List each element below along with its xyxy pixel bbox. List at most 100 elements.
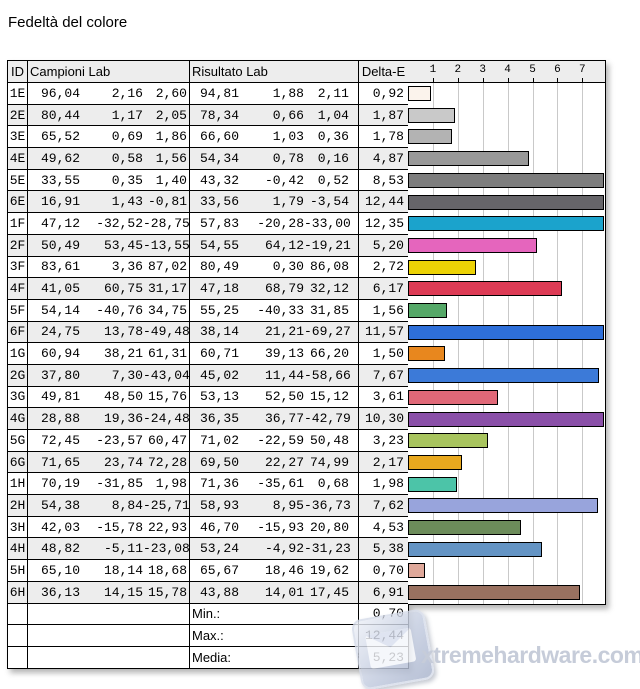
campioni-value: 24,75 [40, 324, 80, 340]
delta-e-bar [408, 563, 426, 579]
campioni-value: 83,61 [40, 259, 80, 275]
risultato-value: 53,24 [199, 541, 239, 557]
risultato-value: 1,79 [272, 194, 304, 210]
cell-risultato-lab: 57,83 -20,28 -33,00 [190, 213, 359, 235]
risultato-value: 17,45 [309, 584, 349, 600]
cell-id: 6G [8, 451, 28, 474]
cell-delta-e: 1,56 [359, 299, 409, 322]
axis-tick-label: 4 [504, 64, 511, 76]
gridline [582, 83, 584, 604]
cell-id: 6H [8, 581, 28, 604]
axis-tick-label: 7 [578, 64, 586, 76]
campioni-value: 2,60 [155, 85, 187, 101]
cell-id: 3F [8, 256, 28, 279]
cell-risultato-lab: 46,70 -15,93 20,80 [190, 516, 359, 539]
cell-delta-e: 5,38 [359, 538, 409, 561]
risultato-value: 38,14 [199, 324, 239, 340]
cell-campioni-lab: 54,14 -40,76 34,75 [28, 299, 190, 322]
cell-campioni-lab: 42,03 -15,78 22,93 [28, 516, 190, 539]
axis-tick-label: 6 [554, 64, 561, 76]
axis-tick-mark [482, 78, 484, 82]
table-row: 1G 60,94 38,21 61,31 60,71 39,13 66,20 1,50 [8, 343, 409, 365]
risultato-value: 69,50 [199, 454, 239, 470]
risultato-value: 78,34 [199, 107, 239, 123]
column-header-delta-e: Delta-E [359, 61, 409, 83]
delta-e-bar [408, 541, 542, 557]
cell-risultato-lab: 60,71 39,13 66,20 [190, 343, 359, 365]
risultato-value: 50,48 [309, 432, 349, 448]
risultato-value: 2,11 [317, 85, 349, 101]
max-label: Max.: [190, 625, 359, 647]
chart-axis-header: 1 2 3 4 5 6 7 [408, 61, 605, 83]
campioni-value: -28,75 [143, 215, 190, 231]
campioni-value: 49,81 [40, 389, 80, 405]
delta-e-bar [408, 389, 498, 405]
delta-e-bar [408, 129, 453, 145]
campioni-value: -5,11 [103, 541, 143, 557]
delta-e-bar [408, 107, 455, 123]
risultato-value: 1,03 [272, 129, 304, 145]
cell-id: 1E [8, 83, 28, 105]
campioni-value: 41,05 [40, 281, 80, 297]
table-row: 3E 65,52 0,69 1,86 66,60 1,03 0,36 1,78 [8, 126, 409, 149]
campioni-value: 96,04 [40, 85, 80, 101]
cell-campioni-lab: 47,12 -32,52 -28,75 [28, 213, 190, 235]
cell-campioni-lab: 50,49 53,45 -13,55 [28, 234, 190, 257]
axis-tick-label: 3 [479, 64, 486, 76]
cell-risultato-lab: 71,02 -22,59 50,48 [190, 430, 359, 452]
campioni-value: 72,45 [40, 432, 80, 448]
risultato-value: -36,73 [304, 497, 351, 513]
column-header-campioni-lab: Campioni Lab [28, 61, 190, 83]
cell-empty [8, 625, 28, 647]
cell-campioni-lab: 72,45 -23,57 60,47 [28, 430, 190, 452]
axis-tick-label: 5 [529, 64, 536, 76]
table-row: 1F 47,12 -32,52 -28,75 57,83 -20,28 -33,00 12,3… [8, 213, 409, 235]
cell-delta-e: 3,61 [359, 386, 409, 409]
risultato-value: -3,54 [309, 194, 349, 210]
risultato-value: 21,21 [264, 324, 304, 340]
cell-campioni-lab: 60,94 38,21 61,31 [28, 343, 190, 365]
risultato-value: 66,60 [199, 129, 239, 145]
risultato-value: -19,21 [304, 237, 351, 253]
campioni-value: 71,65 [40, 454, 80, 470]
campioni-value: -23,08 [143, 541, 190, 557]
campioni-value: -49,48 [143, 324, 190, 340]
risultato-value: 46,70 [199, 519, 239, 535]
table-row: 1H 70,19 -31,85 1,98 71,36 -35,61 0,68 1,98 [8, 473, 409, 496]
risultato-value: 94,81 [199, 85, 239, 101]
table-row: 1E 96,04 2,16 2,60 94,81 1,88 2,11 0,92 [8, 83, 409, 105]
campioni-value: 70,19 [40, 476, 80, 492]
cell-id: 2F [8, 234, 28, 257]
risultato-value: 31,85 [309, 302, 349, 318]
delta-e-bar [408, 281, 562, 297]
cell-id: 1H [8, 473, 28, 496]
cell-risultato-lab: 43,32 -0,42 0,52 [190, 169, 359, 192]
table-left-block: ID Campioni Lab Risultato Lab Delta-E 1E… [7, 60, 409, 669]
cell-id: 2G [8, 364, 28, 387]
cell-campioni-lab: 37,80 7,30 -43,04 [28, 364, 190, 387]
min-label: Min.: [190, 603, 359, 626]
cell-risultato-lab: 80,49 0,30 86,08 [190, 256, 359, 279]
cell-delta-e: 12,44 [359, 191, 409, 214]
campioni-value: 37,80 [40, 367, 80, 383]
axis-tick-label: 2 [454, 64, 462, 76]
cell-risultato-lab: 54,55 64,12 -19,21 [190, 234, 359, 257]
cell-campioni-lab: 65,52 0,69 1,86 [28, 126, 190, 149]
axis-tick-mark [432, 78, 434, 82]
campioni-value: 50,49 [40, 237, 80, 253]
cell-risultato-lab: 55,25 -40,33 31,85 [190, 299, 359, 322]
cell-campioni-lab: 41,05 60,75 31,17 [28, 278, 190, 300]
table-body: 1E 96,04 2,16 2,60 94,81 1,88 2,11 0,92 2E 80,44 1… [8, 83, 409, 604]
cell-id: 2H [8, 495, 28, 517]
campioni-value: 16,91 [40, 194, 80, 210]
campioni-value: 28,88 [40, 411, 80, 427]
delta-e-bar [408, 303, 447, 318]
gridline [457, 83, 459, 604]
campioni-value: 80,44 [40, 107, 80, 123]
gridline [557, 83, 559, 604]
cell-risultato-lab: 45,02 11,44 -58,66 [190, 364, 359, 387]
risultato-value: 0,16 [317, 150, 349, 166]
delta-e-bar [408, 324, 604, 340]
risultato-value: 64,12 [264, 237, 304, 253]
campioni-value: 36,13 [40, 584, 80, 600]
